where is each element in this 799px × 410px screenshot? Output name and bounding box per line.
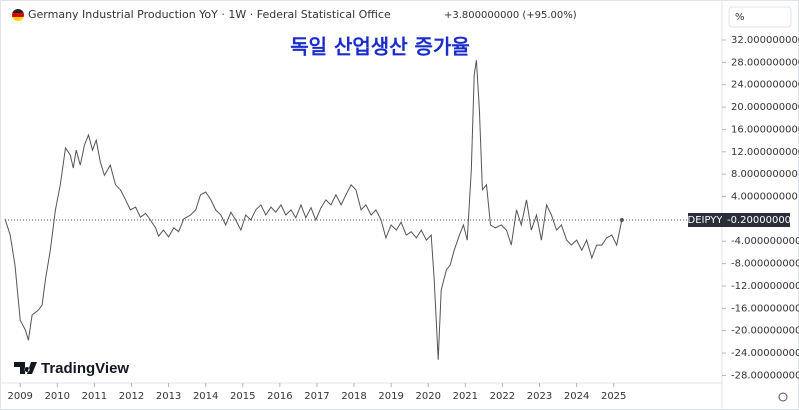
watermark-logo <box>14 362 37 374</box>
y-tick-label: 32.000000000 <box>731 35 799 46</box>
x-tick-label: 2020 <box>416 391 441 402</box>
x-tick-label: 2024 <box>564 391 589 402</box>
y-tick-label: -20.000000000 <box>731 326 799 337</box>
symbol-box <box>688 212 722 227</box>
y-tick-label: 16.000000000 <box>731 124 799 135</box>
y-tick-label: 12.000000000 <box>731 147 799 158</box>
x-tick-label: 2022 <box>490 391 515 402</box>
symbol-label: DEIPYY <box>688 215 724 226</box>
x-tick-label: 2010 <box>45 391 70 402</box>
x-tick-label: 2018 <box>341 391 366 402</box>
y-tick-label: 4.000000000 <box>731 192 798 203</box>
y-tick-label: 8.000000000 <box>731 169 798 180</box>
x-tick-label: 2019 <box>378 391 403 402</box>
x-tick-label: 2012 <box>119 391 144 402</box>
x-tick-label: 2016 <box>267 391 292 402</box>
x-tick-label: 2023 <box>527 391 552 402</box>
flag <box>12 9 24 21</box>
x-tick-label: 2015 <box>230 391 255 402</box>
y-tick-label: -28.000000000 <box>731 370 799 381</box>
x-tick-label: 2017 <box>304 391 329 402</box>
last-value-label: -0.200000000 <box>727 215 797 226</box>
y-tick-label: -8.000000000 <box>731 259 799 270</box>
x-tick-label: 2013 <box>156 391 181 402</box>
data-line <box>4 60 623 360</box>
y-tick-label: -24.000000000 <box>731 348 799 359</box>
x-tick-label: 2025 <box>601 391 626 402</box>
x-tick-label: 2009 <box>7 391 32 402</box>
y-tick-label: -12.000000000 <box>731 281 799 292</box>
y-tick-label: 28.000000000 <box>731 57 799 68</box>
chart-title: Germany Industrial Production YoY · 1W ·… <box>28 8 391 21</box>
y-tick-label: 20.000000000 <box>731 102 799 113</box>
y-tick-label: -16.000000000 <box>731 303 799 314</box>
change-text: +3.800000000 (+95.00%) <box>444 10 577 21</box>
scale-button-label[interactable]: % <box>735 12 745 23</box>
y-tick-label: 24.000000000 <box>731 80 799 91</box>
x-tick-label: 2014 <box>193 391 218 402</box>
y-tick-label: -4.000000000 <box>731 236 799 247</box>
scale-button[interactable] <box>728 6 792 28</box>
x-tick-label: 2011 <box>82 391 107 402</box>
watermark: TradingView <box>41 360 129 377</box>
settings-icon[interactable] <box>778 392 788 402</box>
x-tick-label: 2021 <box>453 391 478 402</box>
annotation: 독일 산업생산 증가율 <box>290 35 470 59</box>
last-value-box <box>722 212 790 227</box>
last-point <box>619 217 624 222</box>
